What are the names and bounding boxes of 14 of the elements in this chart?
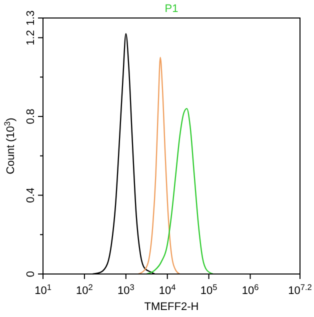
x-tick-label: 10$^{3}$ — [117, 282, 135, 297]
y-tick-label: 0.4 — [25, 188, 37, 203]
y-tick-label: 0 — [25, 270, 37, 278]
x-tick-label: 10$^{7.2}$ — [288, 282, 312, 297]
y-tick-label: 1.2 — [25, 30, 37, 46]
x-tick-label: 10$^{4}$ — [158, 282, 176, 297]
x-tick-label: 10$^{6}$ — [242, 282, 260, 297]
x-tick-label: 10$^{1}$ — [34, 282, 52, 297]
x-tick-label: 10$^{5}$ — [200, 282, 218, 297]
y-tick-label: 1.3 — [25, 10, 37, 26]
y-tick-label: 0.8 — [25, 108, 37, 124]
x-tick-label: 10$^{2}$ — [76, 282, 94, 297]
chart-title: P1 — [164, 3, 178, 15]
x-axis-title: TMEFF2-H — [144, 301, 199, 313]
